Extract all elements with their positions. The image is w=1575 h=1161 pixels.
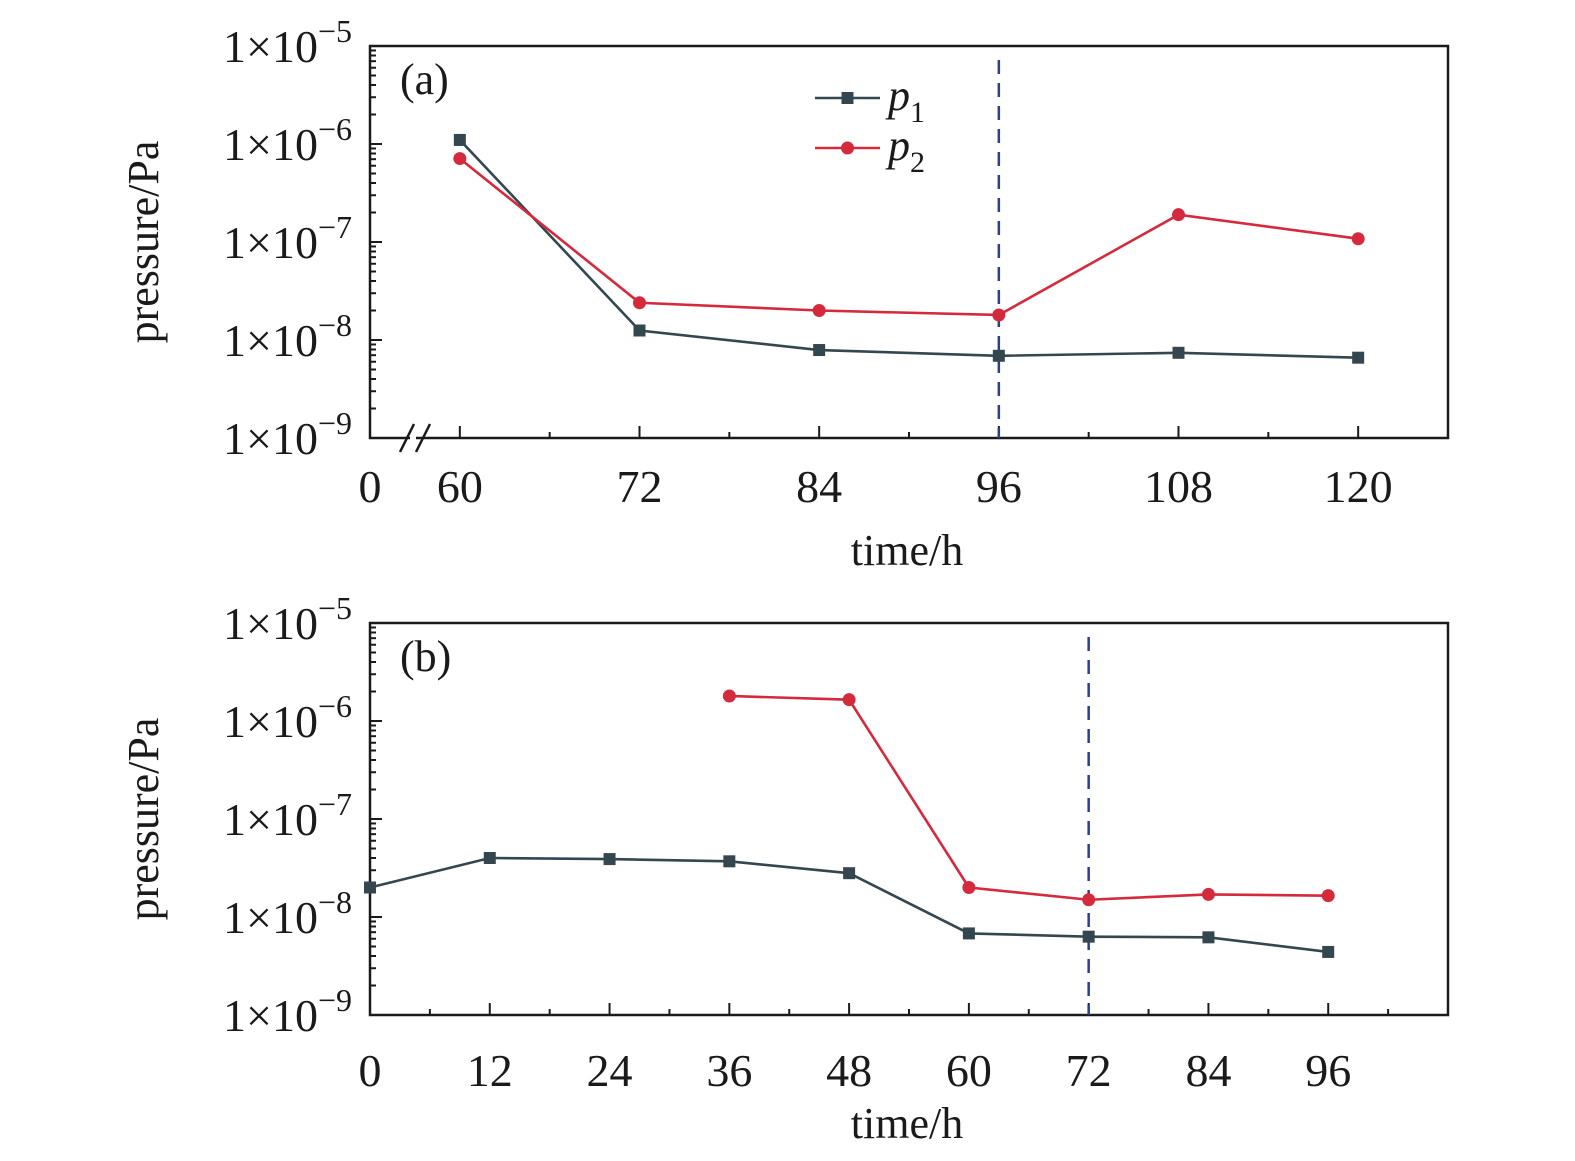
panel-label: (a) — [400, 55, 449, 104]
data-point-p2 — [722, 689, 736, 703]
x-tick-label: 0 — [359, 1045, 382, 1096]
x-tick-label: 60 — [437, 461, 483, 512]
y-tick-label: 1×10−8 — [223, 307, 352, 366]
data-point-p1 — [364, 881, 376, 894]
data-point-p1 — [1082, 930, 1095, 943]
data-point-p1 — [633, 324, 646, 337]
legend-label-p2: p2 — [885, 121, 925, 179]
data-point-p2 — [1321, 889, 1335, 903]
data-point-p1 — [1202, 931, 1215, 944]
axis-break-gap — [410, 435, 416, 441]
data-point-p1 — [813, 344, 826, 357]
y-tick-label: 1×10−6 — [223, 111, 352, 170]
x-tick-label: 120 — [1324, 461, 1393, 512]
x-tick-label: 108 — [1144, 461, 1213, 512]
axis-break-mark — [414, 423, 432, 453]
series-line-p1 — [458, 139, 1359, 359]
data-point-p2 — [842, 693, 856, 707]
data-point-p2 — [1172, 208, 1185, 222]
data-point-p1 — [1322, 945, 1335, 958]
legend-label-p1: p1 — [885, 71, 925, 129]
data-point-p2 — [1082, 893, 1096, 907]
data-point-p1 — [603, 853, 616, 866]
data-point-p1 — [453, 133, 466, 146]
x-tick-label: 84 — [796, 461, 842, 512]
data-point-p1 — [1352, 351, 1365, 364]
data-point-p1 — [1172, 346, 1185, 359]
x-tick-label: 36 — [706, 1045, 752, 1096]
data-point-p2 — [633, 296, 646, 310]
legend-marker — [841, 141, 854, 155]
x-origin-label: 0 — [359, 461, 382, 512]
data-point-p1 — [962, 927, 975, 940]
x-tick-label: 84 — [1185, 1045, 1231, 1096]
panel-a: 1×10−9 1×10−8 1×10−7 1×10−6 1×10−5 60 72 84 96 10… — [119, 13, 1450, 575]
plot-frame — [368, 621, 1450, 1017]
x-tick-label: 72 — [617, 461, 663, 512]
x-tick-label: 96 — [976, 461, 1022, 512]
data-point-p2 — [992, 308, 1006, 322]
data-point-p2 — [1351, 232, 1365, 246]
x-tick-label: 12 — [467, 1045, 513, 1096]
x-tick-label: 24 — [587, 1045, 633, 1096]
y-axis-title: pressure/Pa — [119, 718, 168, 921]
y-tick-label: 1×10−7 — [223, 209, 352, 268]
data-point-p1 — [483, 851, 496, 864]
x-tick-label: 96 — [1305, 1045, 1351, 1096]
x-axis-title: time/h — [851, 1099, 963, 1148]
legend-marker — [841, 92, 854, 104]
y-axis-title: pressure/Pa — [119, 141, 168, 344]
data-point-p2 — [1201, 887, 1215, 901]
x-tick-label: 48 — [826, 1045, 872, 1096]
y-tick-label: 1×10−5 — [223, 590, 352, 649]
series-line-p2 — [459, 157, 1359, 317]
x-tick-label: 72 — [1066, 1045, 1112, 1096]
x-tick-label: 60 — [946, 1045, 992, 1096]
y-tick-label: 1×10−9 — [223, 982, 352, 1041]
data-point-p2 — [453, 152, 467, 166]
panel-label: (b) — [400, 632, 451, 681]
axis-break-mark — [398, 423, 416, 453]
series-line-p2 — [729, 694, 1329, 902]
data-point-p2 — [812, 303, 826, 317]
x-axis-title: time/h — [851, 526, 963, 575]
data-point-p2 — [962, 880, 976, 894]
y-tick-label: 1×10−9 — [223, 405, 352, 464]
y-tick-label: 1×10−5 — [223, 13, 352, 72]
y-tick-label: 1×10−7 — [223, 786, 352, 845]
data-point-p1 — [992, 349, 1005, 362]
y-tick-label: 1×10−8 — [223, 884, 352, 943]
y-tick-label: 1×10−6 — [223, 688, 352, 747]
panel-b: 1×10−9 1×10−8 1×10−7 1×10−6 1×10−5 0 12 24 36 48 6… — [119, 590, 1450, 1148]
data-point-p1 — [843, 867, 856, 880]
data-point-p1 — [723, 855, 736, 868]
